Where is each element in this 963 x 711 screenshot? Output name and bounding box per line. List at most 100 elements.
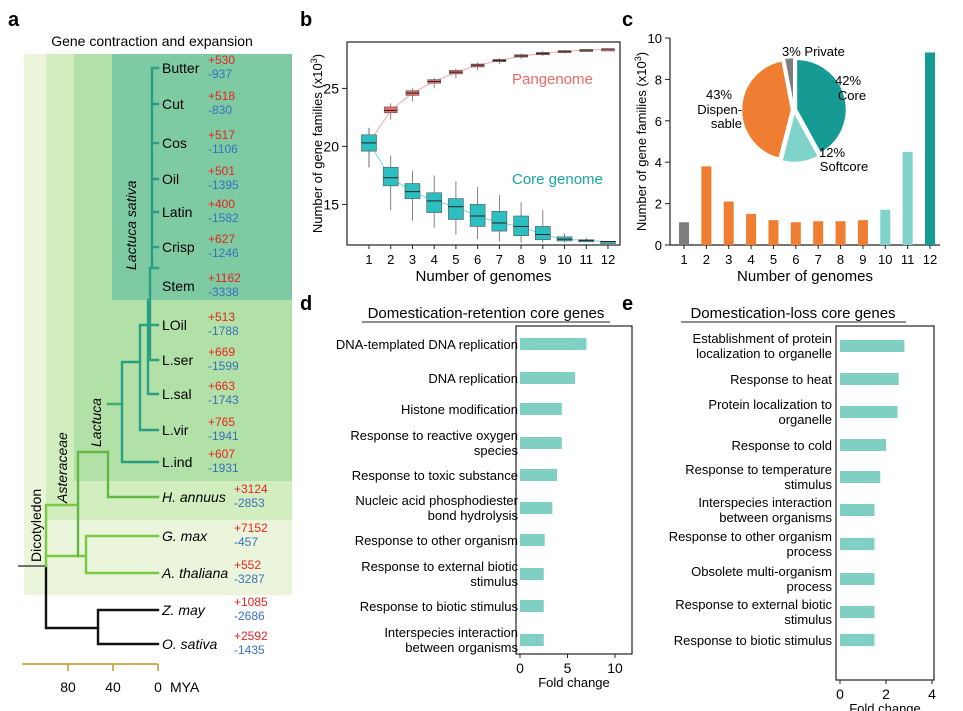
label-interspecies-interaction-between-organisms-1: between organisms [719,510,832,525]
branch-root [44,564,100,630]
bar-genomes-6 [790,222,801,245]
box-core-genome-5 [448,198,464,220]
panel-c-xtick-label: 4 [747,252,754,267]
panel-e-chart: Domestication-loss core genes 0 2 4 Fold cha… [669,305,936,711]
panel-a-title: Gene contraction and expansion [51,33,253,49]
label-nucleic-acid-phosphodiester-bond-hydrolysis-0: Nucleic acid phosphodiester [355,493,518,508]
label-response-to-other-organism-process-1: process [786,544,832,559]
panel-e-frame [835,325,935,681]
taxon-gain-l-ser: +669 [208,345,235,359]
taxon-loss-crisp: -1246 [208,246,239,260]
label-interspecies-interaction-between-organisms-0: Interspecies interaction [698,495,832,510]
panel-d-title: Domestication-retention core genes [368,305,605,322]
panel-b-ytick-label: 15 [323,196,339,212]
taxon-name-l-ser: L.ser [162,352,193,368]
bar-dna-replication [520,372,576,384]
panel-b-xtick-label: 2 [387,252,394,267]
taxon-loss-l-ser: -1599 [208,359,239,373]
taxon-gain-l-ind: +607 [208,447,235,461]
panel-c-xtick-label: 5 [770,252,777,267]
label-protein-localization-to-organelle-1: organelle [779,412,833,427]
panel-a-letter: a [8,9,20,31]
taxon-name-g-max: G. max [162,528,208,544]
panel-c-xtick-label: 10 [878,252,892,267]
bar-interspecies-interaction-between-organisms [840,504,875,516]
label-response-to-external-biotic-stimulus-1: stimulus [784,612,832,627]
panel-a-phylogeny: Gene contraction and expansion Dicotyled… [18,33,292,695]
label-response-to-temperature-stimulus-1: stimulus [784,477,832,492]
taxon-loss-g-max: -457 [234,535,258,549]
label-histone-modification-0: Histone modification [401,402,518,417]
panel-c-xtick-label: 6 [792,252,799,267]
label-response-to-other-organism-process-0: Response to other organism [669,529,832,544]
time-unit: MYA [170,679,200,695]
legend-pangenome: Pangenome [512,71,593,88]
taxon-name-h-annuus: H. annuus [162,489,226,505]
panel-c-ytick-label: 2 [655,197,662,212]
box-core-genome-2 [382,166,399,187]
label-response-to-external-biotic-stimulus-1: stimulus [470,574,518,589]
panel-e-xtick-label: 4 [928,686,936,702]
taxon-loss-stem: -3338 [208,285,239,299]
taxon-loss-cut: -830 [208,103,232,117]
panel-b-xtick-label: 8 [517,252,524,267]
bar-genomes-5 [768,220,779,245]
label-nucleic-acid-phosphodiester-bond-hydrolysis-1: bond hydrolysis [428,508,519,523]
panel-b-xtick-label: 11 [580,252,594,267]
taxon-name-oil: Oil [162,171,179,187]
panel-c-xlabel: Number of genomes [737,268,873,285]
panel-c-xtick-label: 12 [923,252,937,267]
clade-label-dicotyledon: Dicotyledon [28,489,44,562]
bar-response-to-other-organism-process [840,538,875,550]
taxon-name-l-vir: L.vir [162,422,189,438]
taxon-gain-cut: +518 [208,89,235,103]
panel-d-xtick-label: 5 [564,660,572,676]
panel-b-xlabel: Number of genomes [416,268,552,285]
taxon-loss-a-thaliana: -3287 [234,572,265,586]
series-pangenome [362,48,615,168]
bar-histone-modification [520,403,562,415]
bar-interspecies-interaction-between-organisms [520,634,544,646]
clade-label-lactuca: Lactuca [88,398,104,447]
taxon-name-crisp: Crisp [162,239,195,255]
taxon-loss-latin: -1582 [208,211,239,225]
taxa-labels: Butter +530-937 Cut +518-830 Cos +517-1106 Oil… [161,53,268,657]
label-response-to-toxic-substance-0: Response to toxic substance [352,468,518,483]
panel-c-xtick-label: 7 [815,252,822,267]
label-response-to-reactive-oxygen-species-0: Response to reactive oxygen [350,428,518,443]
pie-slice-softcore [780,110,820,164]
box-core-genome-7 [491,211,508,232]
taxon-name-cos: Cos [162,135,187,151]
bar-response-to-temperature-stimulus [840,471,881,483]
bar-genomes-8 [835,221,846,245]
panel-c-ytick-label: 0 [655,238,662,253]
panel-b-xtick-label: 5 [452,252,459,267]
bar-response-to-biotic-stimulus [840,634,875,646]
panel-e-xtick-label: 0 [836,686,844,702]
taxon-gain-crisp: +627 [208,232,235,246]
bar-establishment-of-protein-localization-to-organelle [840,340,905,352]
taxon-gain-loil: +513 [208,310,235,324]
panel-d-letter: d [300,293,312,315]
bar-dna-templated-dna-replication [520,338,587,350]
panel-e-xlabel: Fold change [849,701,921,711]
taxon-loss-loil: -1788 [208,324,239,338]
bar-obsolete-multi-organism-process [840,573,875,585]
taxon-name-butter: Butter [162,60,200,76]
bar-genomes-2 [701,166,712,245]
lactuca-sativa-clade-band [112,54,292,300]
panel-c-xtick-label: 3 [725,252,732,267]
panel-c-xtick-label: 8 [837,252,844,267]
label-dna-templated-dna-replication-0: DNA-templated DNA replication [336,337,518,352]
taxon-gain-butter: +530 [208,53,235,67]
label-obsolete-multi-organism-process-0: Obsolete multi-organism [691,564,832,579]
panel-c-ytick-label: 6 [655,114,662,129]
label-dna-replication-0: DNA replication [428,371,518,386]
pie-pct-core: 42% [835,73,861,88]
panel-c-ytick-label: 4 [655,155,662,170]
taxon-loss-oil: -1395 [208,178,239,192]
branch-rosids [44,534,160,575]
pie-label-core: Core [838,88,866,103]
taxon-name-l-ind: L.ind [162,454,192,470]
